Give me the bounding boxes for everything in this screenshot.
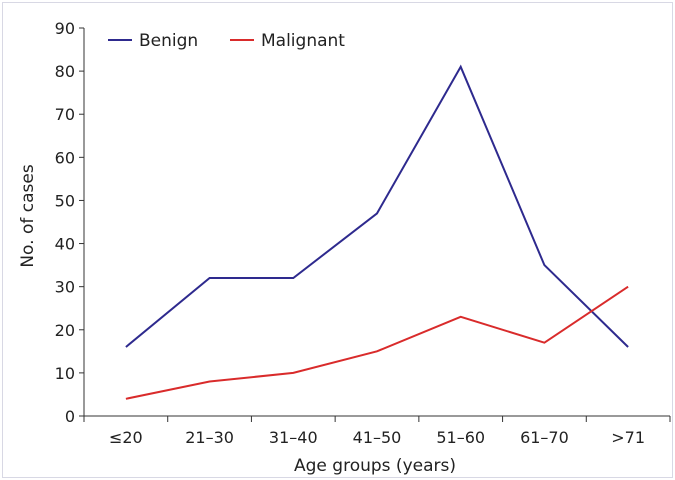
x-axis-label: Age groups (years) [294,456,456,476]
y-tick-label: 0 [65,407,75,426]
series-line-malignant [125,285,629,400]
legend: Benign Malignant [108,31,345,51]
x-tick-label: 21–30 [185,428,234,447]
x-tick-label: 31–40 [269,428,318,447]
y-tick-label: 70 [55,105,75,124]
y-tick-label: 90 [55,19,75,38]
x-tick-label: 41–50 [353,428,402,447]
axes [83,28,670,417]
x-tick-label: 61–70 [520,428,569,447]
x-axis-ticks: ≤20 21–30 31–40 41–50 51–60 61–70 >71 [83,416,671,447]
series-lines [125,64,629,400]
y-tick-label: 50 [55,191,75,210]
x-tick-label: 51–60 [436,428,485,447]
x-tick-label: >71 [611,428,645,447]
x-tick-label: ≤20 [109,428,143,447]
y-tick-label: 10 [55,364,75,383]
y-tick-label: 80 [55,62,75,81]
y-tick-label: 30 [55,278,75,297]
y-tick-label: 20 [55,321,75,340]
legend-label-benign: Benign [139,31,198,51]
y-axis-label: No. of cases [18,164,38,267]
series-line-benign [125,64,629,348]
y-axis-ticks: 0 10 20 30 40 50 60 70 80 90 [55,19,84,426]
legend-label-malignant: Malignant [261,31,345,51]
y-tick-label: 60 [55,148,75,167]
y-tick-label: 40 [55,235,75,254]
